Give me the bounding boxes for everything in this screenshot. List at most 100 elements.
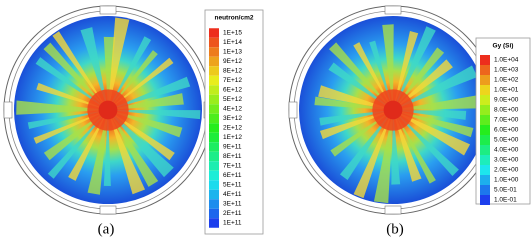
caption: (a) bbox=[98, 221, 115, 237]
legend-label: 5E+11 bbox=[223, 182, 242, 189]
legend-swatch bbox=[209, 218, 219, 228]
ray bbox=[393, 110, 471, 156]
panel-a: neutron/cm2 1E+15 1E+14 1E+13 9E+12 8E+12 7E+1… bbox=[3, 5, 264, 235]
legend-swatch bbox=[209, 199, 219, 209]
legend-label: 9E+11 bbox=[223, 144, 242, 151]
ray bbox=[52, 31, 108, 110]
legend-label: 1.0E+04 bbox=[494, 57, 519, 64]
ray bbox=[16, 100, 108, 115]
legend-swatch bbox=[480, 85, 490, 95]
legend-swatch bbox=[209, 104, 219, 114]
legend-swatch bbox=[209, 123, 219, 133]
legend-swatch bbox=[480, 65, 490, 75]
legend-label: 2E+12 bbox=[223, 125, 242, 132]
legend-label: 2.0E+00 bbox=[494, 167, 519, 174]
legend-swatch bbox=[209, 161, 219, 171]
ray bbox=[108, 110, 146, 195]
legend-swatch bbox=[209, 47, 219, 57]
core-center bbox=[98, 100, 118, 120]
ray bbox=[393, 110, 436, 184]
legend-title: neutron/cm2 bbox=[214, 15, 253, 22]
legend-label: 9E+12 bbox=[223, 58, 242, 65]
ray bbox=[108, 110, 201, 120]
legend-swatch bbox=[480, 55, 490, 65]
legend-swatch bbox=[209, 151, 219, 162]
core-center bbox=[383, 100, 403, 120]
caption: (b) bbox=[386, 221, 404, 237]
legend-swatch bbox=[480, 135, 490, 145]
legend-label: 8E+11 bbox=[223, 153, 242, 160]
legend-swatch bbox=[209, 37, 219, 48]
legend-swatch bbox=[209, 132, 219, 143]
legend-label: 8E+12 bbox=[223, 68, 242, 75]
legend-label: 5E+12 bbox=[223, 96, 242, 103]
legend-label: 5.0E+00 bbox=[494, 137, 519, 144]
legend-swatch bbox=[209, 142, 219, 152]
ray bbox=[108, 110, 159, 187]
legend-swatch bbox=[480, 115, 490, 125]
legend-swatch bbox=[209, 113, 219, 124]
legend-swatch bbox=[480, 75, 490, 85]
legend-label: 2E+11 bbox=[223, 210, 242, 217]
ray bbox=[393, 26, 436, 111]
port bbox=[384, 205, 402, 215]
legend-label: 1.0E+02 bbox=[494, 77, 519, 84]
ray bbox=[108, 57, 174, 110]
legend-label: 1.0E+03 bbox=[494, 67, 519, 74]
ray bbox=[108, 110, 175, 161]
panel-b: Gy (Si) 1.0E+04 1.0E+03 1.0E+02 1.0E+01 9.0E+… bbox=[288, 5, 531, 215]
legend-label: 1E+14 bbox=[223, 39, 242, 46]
ray bbox=[103, 110, 111, 186]
legend-label: 1E+13 bbox=[223, 49, 242, 56]
ray bbox=[108, 110, 174, 178]
legend-swatch bbox=[480, 95, 490, 105]
legend-label: 3.0E+00 bbox=[494, 157, 519, 164]
legend-swatch bbox=[209, 189, 219, 200]
legend-swatch bbox=[480, 195, 490, 205]
port bbox=[99, 5, 117, 15]
legend-swatch bbox=[209, 94, 219, 105]
ray bbox=[393, 30, 419, 110]
legend-swatch bbox=[480, 165, 490, 175]
legend-label: 1E+11 bbox=[223, 220, 242, 227]
legend-label: 6.0E+00 bbox=[494, 127, 519, 134]
legend-label: 4E+12 bbox=[223, 106, 242, 113]
ray bbox=[339, 110, 393, 180]
legend-swatch bbox=[480, 175, 490, 185]
legend-swatch bbox=[209, 170, 219, 181]
ray bbox=[35, 57, 108, 110]
legend-label: 6E+11 bbox=[223, 172, 242, 179]
legend-label: 8.0E+00 bbox=[494, 107, 519, 114]
ray bbox=[393, 65, 478, 110]
legend-label: 1.0E+00 bbox=[494, 177, 519, 184]
legend-title: Gy (Si) bbox=[493, 43, 514, 50]
ray bbox=[80, 27, 108, 111]
legend-swatch bbox=[480, 125, 490, 135]
port bbox=[3, 101, 13, 119]
legend-label: 4E+11 bbox=[223, 191, 242, 198]
legend-swatch bbox=[209, 208, 219, 219]
legend-swatch bbox=[480, 185, 490, 195]
ray bbox=[108, 76, 191, 110]
legend-swatch bbox=[480, 145, 490, 155]
port bbox=[288, 101, 298, 119]
legend-swatch bbox=[209, 66, 219, 76]
ray bbox=[353, 110, 393, 199]
ray bbox=[47, 110, 108, 179]
legend-swatch bbox=[480, 105, 490, 115]
legend-swatch bbox=[209, 85, 219, 95]
ray bbox=[328, 42, 393, 111]
ray bbox=[393, 94, 484, 110]
legend-label: 7E+12 bbox=[223, 77, 242, 84]
ray bbox=[373, 110, 393, 204]
ray bbox=[393, 110, 459, 177]
legend-swatch bbox=[209, 75, 219, 86]
ray bbox=[382, 24, 394, 110]
legend-label: 3E+11 bbox=[223, 201, 242, 208]
legend-label: 1E+12 bbox=[223, 134, 242, 141]
legend-label: 1.0E+01 bbox=[494, 87, 519, 94]
ray bbox=[87, 110, 108, 195]
ray bbox=[108, 17, 130, 110]
